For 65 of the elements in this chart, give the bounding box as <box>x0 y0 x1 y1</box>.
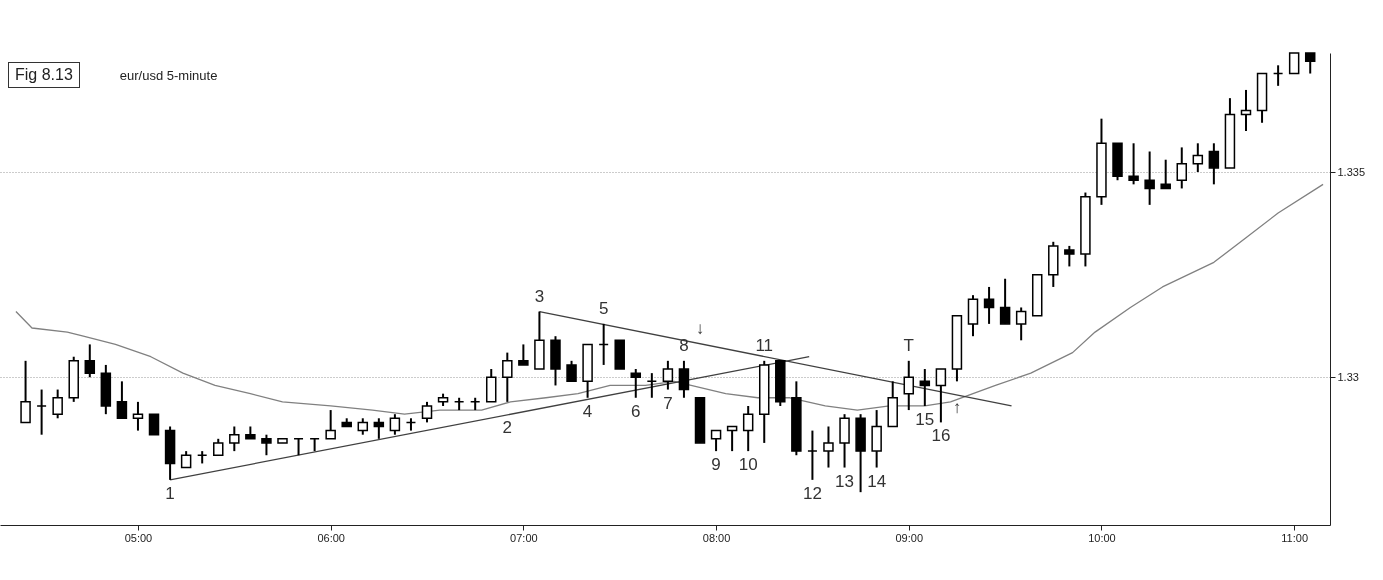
candlestick <box>999 277 1011 325</box>
candlestick <box>84 343 96 379</box>
candlestick <box>502 351 513 403</box>
x-tick-label: 05:00 <box>124 531 153 544</box>
text: eur/usd 5-minute <box>119 67 218 83</box>
candlestick <box>566 359 577 383</box>
y-tick-label: 1.335 <box>1337 165 1366 178</box>
annotation: ↓ <box>695 319 705 339</box>
candlestick <box>52 388 63 420</box>
annotation: 7 <box>663 393 673 413</box>
annotation: 9 <box>711 455 721 475</box>
x-tick-label: 09:00 <box>895 531 924 544</box>
line-series <box>15 183 1324 415</box>
candlestick <box>1160 158 1171 190</box>
annotation: 5 <box>598 298 609 318</box>
annotation: Fig 8.13 <box>8 62 80 88</box>
x-tick-label: 06:00 <box>317 531 345 544</box>
candlestick <box>983 285 995 325</box>
candlestick <box>630 368 642 399</box>
annotation: T <box>903 335 914 355</box>
candlestick <box>710 429 722 453</box>
candlestick <box>1128 142 1139 186</box>
candlestick <box>132 400 144 432</box>
annotation: 2 <box>502 418 513 438</box>
annotation: ↑ <box>952 397 962 417</box>
candlestick <box>662 359 674 391</box>
annotation: 10 <box>738 455 758 475</box>
annotation: 14 <box>867 471 887 491</box>
candlestick <box>823 425 834 469</box>
candlestick <box>1064 244 1075 268</box>
candlestick <box>1304 52 1316 75</box>
candlestick <box>261 433 272 457</box>
candlestick <box>903 359 915 412</box>
annotation: 6 <box>631 401 641 421</box>
annotation: 16 <box>931 426 951 446</box>
candlestick <box>20 359 31 424</box>
candlestick <box>935 368 947 424</box>
annotation: 13 <box>835 471 854 491</box>
candlestick <box>148 413 160 436</box>
candlestick <box>742 404 754 453</box>
annotation: 12 <box>802 483 822 503</box>
candlestick <box>1144 150 1155 206</box>
annotation: 8 <box>679 335 689 355</box>
candlestick <box>1208 142 1220 186</box>
x-tick-label: 10:00 <box>1088 531 1116 544</box>
candlestick <box>1015 306 1027 342</box>
annotation: 4 <box>582 401 593 421</box>
x-tick-label: 08:00 <box>702 531 731 544</box>
candlestick <box>678 359 690 399</box>
annotation: 3 <box>534 286 545 306</box>
candlestick <box>1192 142 1204 174</box>
candlestick <box>229 425 240 453</box>
candlestick <box>1288 52 1300 75</box>
x-tick-label: 07:00 <box>510 531 538 544</box>
candlestick <box>389 413 401 436</box>
y-tick-label: 1.33 <box>1337 370 1359 383</box>
candlestick <box>116 380 128 420</box>
annotation: 1 <box>165 483 175 503</box>
candlestick <box>325 409 336 440</box>
annotation: 15 <box>915 409 935 429</box>
candlestick <box>518 343 529 366</box>
candlestick <box>1176 146 1188 190</box>
candlestick <box>421 400 433 424</box>
annotation: 11 <box>755 335 774 355</box>
x-tick-label: 11:00 <box>1281 531 1309 544</box>
